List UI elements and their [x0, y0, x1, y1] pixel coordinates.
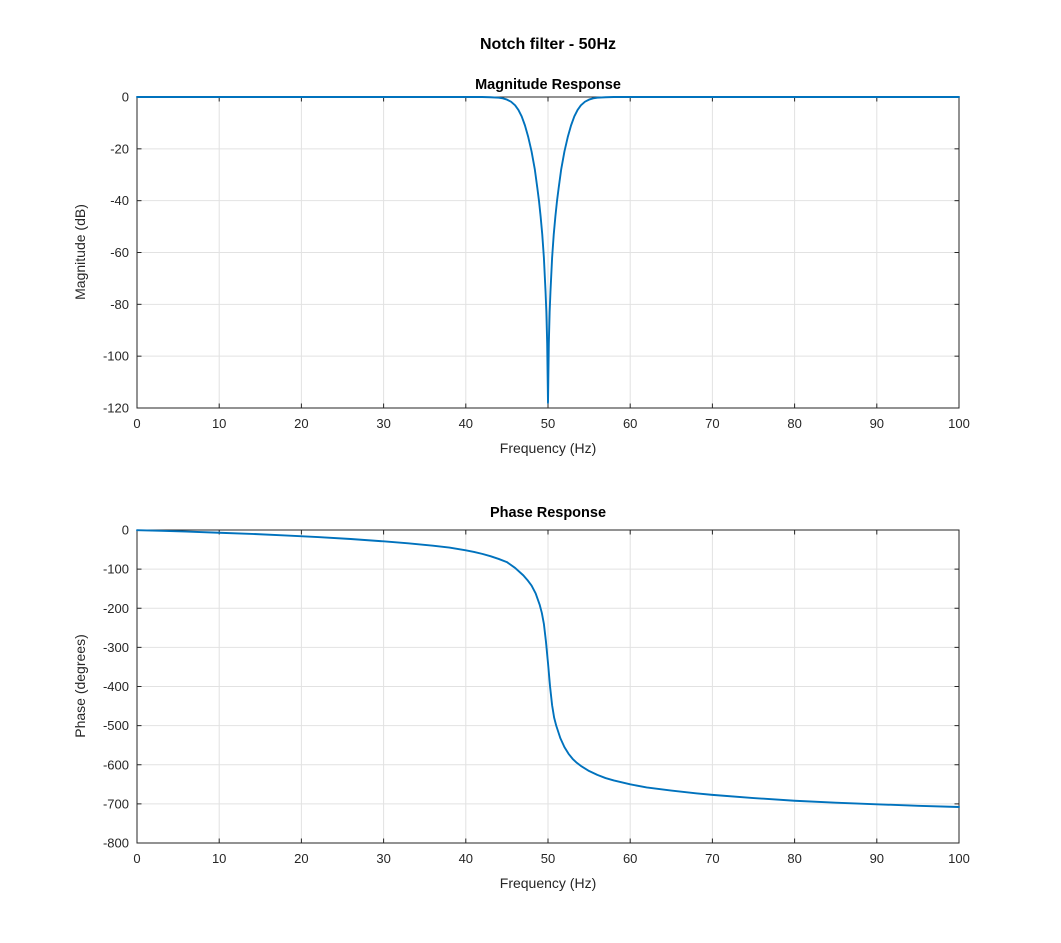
x-tick-label: 40 [459, 851, 473, 866]
x-tick-label: 30 [376, 416, 390, 431]
x-tick-label: 90 [870, 416, 884, 431]
y-tick-label: -120 [103, 401, 129, 416]
y-tick-label: -200 [103, 601, 129, 616]
x-tick-label: 50 [541, 416, 555, 431]
phase-plot-title: Phase Response [489, 504, 607, 521]
magnitude-plot-area: 0 10 20 30 40 50 60 70 80 90 100 0 -20 -40 -60 -80 -100 -… [103, 90, 970, 432]
magnitude-curve [136, 96, 960, 404]
figure-title: Notch filter - 50Hz [479, 36, 617, 53]
y-tick-label: -700 [103, 796, 129, 811]
x-tick-label: 20 [294, 851, 308, 866]
x-tick-label: 0 [133, 416, 140, 431]
x-tick-label: 60 [623, 416, 637, 431]
y-tick-label: -100 [103, 349, 129, 364]
y-tick-label: -100 [103, 562, 129, 577]
y-tick-label: 0 [122, 90, 129, 105]
y-tick-label: -80 [110, 297, 129, 312]
magnitude-xlabel: Frequency (Hz) [499, 440, 597, 456]
x-tick-label: 100 [948, 416, 970, 431]
x-tick-label: 70 [705, 851, 719, 866]
x-tick-label: 10 [212, 851, 226, 866]
x-tick-label: 10 [212, 416, 226, 431]
x-tick-label: 70 [705, 416, 719, 431]
magnitude-plot-title: Magnitude Response [475, 76, 621, 93]
x-tick-label: 0 [133, 851, 140, 866]
x-tick-label: 50 [541, 851, 555, 866]
phase-curve [136, 529, 960, 808]
y-tick-label: -60 [110, 245, 129, 260]
y-tick-label: -600 [103, 757, 129, 772]
y-tick-label: -800 [103, 836, 129, 851]
x-tick-label: 60 [623, 851, 637, 866]
x-tick-label: 20 [294, 416, 308, 431]
y-tick-label: -400 [103, 679, 129, 694]
x-tick-label: 100 [948, 851, 970, 866]
y-tick-label: -500 [103, 718, 129, 733]
x-tick-label: 40 [459, 416, 473, 431]
y-tick-label: -40 [110, 193, 129, 208]
x-tick-label: 90 [870, 851, 884, 866]
x-tick-label: 30 [376, 851, 390, 866]
phase-plot-area: 0 10 20 30 40 50 60 70 80 90 100 0 -100 -200 -300 -400 -… [103, 523, 970, 867]
x-tick-label: 80 [787, 416, 801, 431]
phase-xlabel: Frequency (Hz) [499, 875, 597, 891]
y-tick-label: 0 [122, 523, 129, 538]
y-tick-label: -20 [110, 141, 129, 156]
y-tick-label: -300 [103, 640, 129, 655]
x-tick-label: 80 [787, 851, 801, 866]
